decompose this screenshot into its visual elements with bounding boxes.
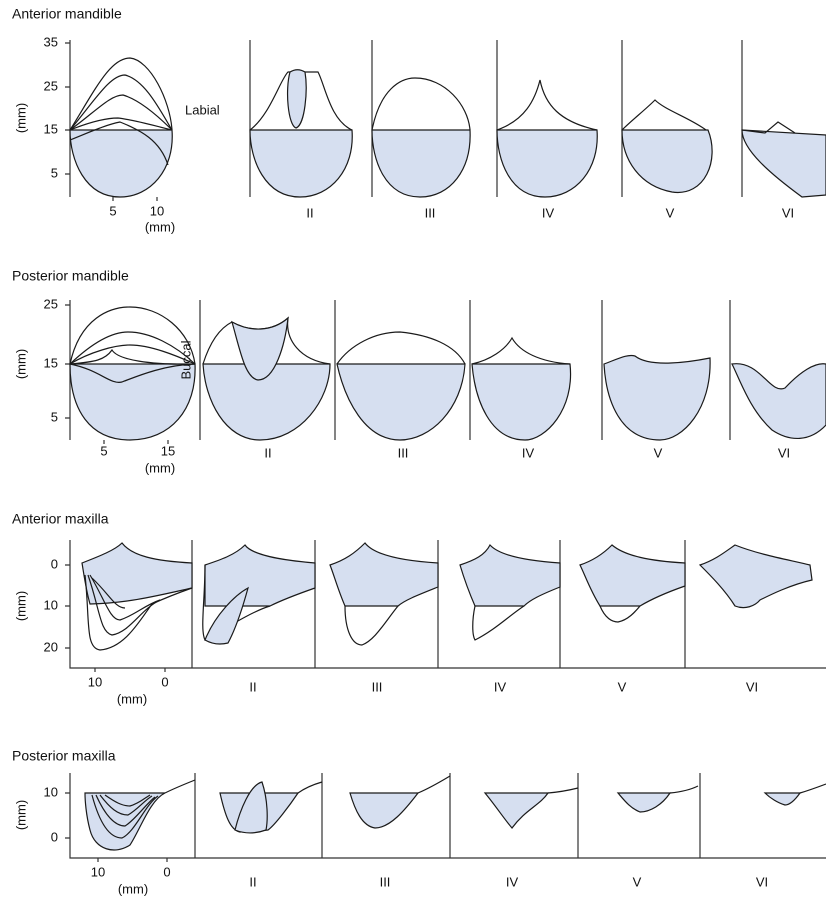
section-title: Anterior mandible — [12, 6, 122, 22]
x-axis-label: (mm) — [145, 219, 175, 234]
posterior-maxilla-drawing — [65, 773, 826, 862]
panel-label: III — [425, 205, 436, 220]
panel-label: V — [618, 679, 627, 694]
y-tick-label: 5 — [51, 409, 58, 424]
y-axis-label: (mm) — [13, 800, 28, 830]
panel-label: II — [264, 445, 271, 460]
panel-label: II — [306, 205, 313, 220]
x-axis-label: (mm) — [145, 460, 175, 475]
y-tick-label: 25 — [44, 296, 58, 311]
y-tick-label: 0 — [51, 556, 58, 571]
panel-label: VI — [746, 679, 758, 694]
panel-label: II — [249, 679, 256, 694]
posterior-mandible-drawing — [65, 300, 826, 444]
section-title: Posterior maxilla — [12, 748, 116, 764]
x-tick-label: 0 — [161, 674, 168, 689]
panel-label: V — [654, 445, 663, 460]
panel-label: IV — [542, 205, 555, 220]
panel-label: IV — [494, 679, 507, 694]
panel-label: IV — [522, 445, 535, 460]
y-tick-label: 20 — [44, 639, 58, 654]
panel-label: III — [372, 679, 383, 694]
x-tick-label: 10 — [91, 864, 105, 879]
x-tick-label: 5 — [100, 443, 107, 458]
x-tick-label: 10 — [88, 674, 102, 689]
x-tick-label: 0 — [163, 864, 170, 879]
panel-label: VI — [778, 445, 790, 460]
x-tick-label: 15 — [161, 443, 175, 458]
y-tick-label: 10 — [44, 597, 58, 612]
y-axis-label: (mm) — [13, 591, 28, 621]
panel-label: V — [666, 205, 675, 220]
y-tick-label: 15 — [44, 355, 58, 370]
y-tick-label: 25 — [44, 78, 58, 93]
x-tick-label: 10 — [150, 203, 164, 218]
anterior-mandible-drawing — [65, 40, 826, 201]
y-tick-label: 5 — [51, 165, 58, 180]
y-tick-label: 0 — [51, 829, 58, 844]
y-axis-label: (mm) — [13, 349, 28, 379]
panel-label: VI — [782, 205, 794, 220]
panel-label: IV — [506, 874, 519, 889]
side-label: Buccal — [178, 340, 193, 379]
y-tick-label: 15 — [44, 121, 58, 136]
section-title: Anterior maxilla — [12, 511, 109, 527]
x-axis-label: (mm) — [118, 881, 148, 896]
x-tick-label: 5 — [109, 203, 116, 218]
panel-label: III — [398, 445, 409, 460]
panel-label: VI — [756, 874, 768, 889]
side-label: Labial — [185, 102, 220, 117]
y-tick-label: 10 — [44, 784, 58, 799]
y-tick-label: 35 — [44, 34, 58, 49]
anterior-maxilla-drawing — [65, 540, 826, 672]
y-axis-label: (mm) — [13, 103, 28, 133]
x-axis-label: (mm) — [117, 691, 147, 706]
panel-label: II — [249, 874, 256, 889]
panel-label: V — [633, 874, 642, 889]
section-title: Posterior mandible — [12, 268, 129, 284]
panel-label: III — [380, 874, 391, 889]
